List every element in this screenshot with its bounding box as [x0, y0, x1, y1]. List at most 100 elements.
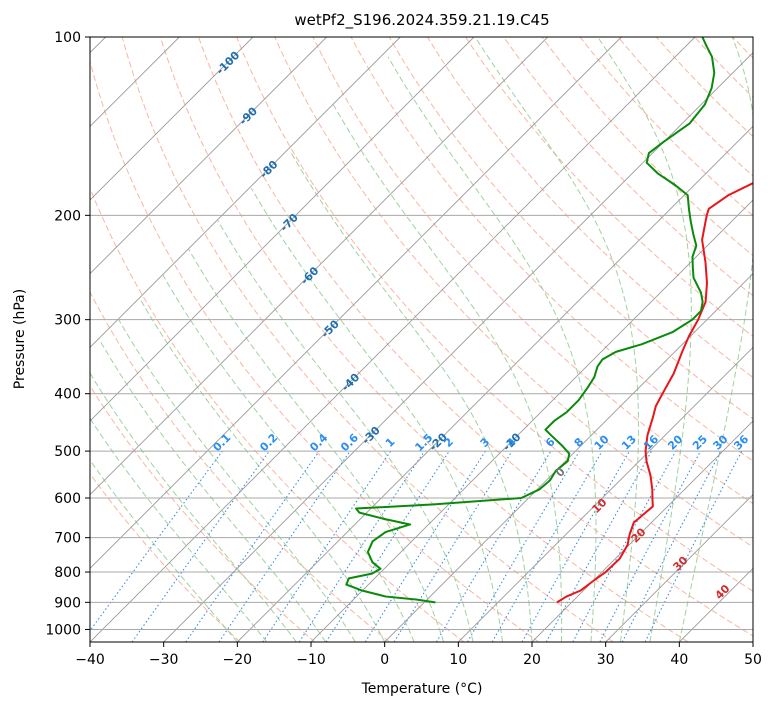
- isotherm-line: [679, 567, 753, 642]
- plot-frame: [89, 36, 754, 643]
- moist-adiabat-line: [250, 187, 504, 642]
- mixing-ratio-label: 10: [592, 432, 612, 452]
- isotherm-label: -30: [360, 424, 383, 447]
- moist-adiabat-line: [474, 37, 639, 642]
- moist-adiabat-label: 30: [671, 553, 691, 573]
- isotherm-line: [752, 641, 753, 642]
- dry-adiabat-line: [503, 37, 753, 297]
- isotherm-label: -90: [237, 104, 260, 127]
- isotherm-line: [90, 37, 622, 569]
- mixing-ratio-line: [467, 450, 580, 642]
- isotherm-line: [90, 37, 254, 201]
- mixing-ratio-label: 2: [441, 435, 456, 450]
- isotherm-line: [90, 37, 475, 422]
- x-tick-label: 20: [523, 652, 541, 668]
- isotherm-label: -100: [214, 48, 243, 77]
- isotherm-label: -60: [298, 264, 321, 287]
- dry-adiabat-line: [236, 37, 753, 592]
- moist-adiabat-line: [162, 274, 415, 642]
- mixing-ratio-line: [393, 450, 513, 642]
- sounding-series: [345, 37, 753, 604]
- x-tick-label: −30: [149, 652, 179, 668]
- moist-adiabat-label: 40: [713, 582, 733, 602]
- isotherm-line: [90, 37, 548, 496]
- isotherm-line: [237, 125, 753, 642]
- mixing-ratio-line: [545, 450, 653, 642]
- dry-adiabat-line: [771, 37, 775, 642]
- y-tick-label: 600: [54, 491, 81, 507]
- moist-adiabat-line: [387, 56, 597, 642]
- y-tick-label: 800: [54, 565, 81, 581]
- isotherm-line: [458, 346, 753, 642]
- moist-adiabat-line: [98, 339, 327, 642]
- chart-title: wetPf2_S196.2024.359.21.19.C45: [294, 11, 549, 30]
- y-tick-label: 700: [54, 531, 81, 547]
- y-axis-label: Pressure (hPa): [12, 289, 28, 389]
- mixing-ratio-label: 13: [619, 433, 639, 453]
- dry-adiabat-line: [465, 37, 753, 337]
- dry-adiabat-line: [312, 37, 753, 505]
- mixing-ratio-label: 8: [572, 435, 587, 450]
- isotherm-line: [605, 494, 753, 642]
- x-tick-label: 10: [449, 652, 467, 668]
- y-tick-label: 400: [54, 387, 81, 403]
- moist-adiabat-line: [188, 248, 445, 642]
- x-tick-label: 30: [597, 652, 615, 668]
- dry-adiabat-line: [121, 37, 614, 642]
- isotherm-line: [531, 420, 753, 642]
- moist-adiabat-line: [678, 37, 753, 642]
- y-tick-label: 900: [54, 595, 81, 611]
- x-tick-label: −40: [75, 652, 105, 668]
- mixing-ratio-label: 1: [383, 435, 398, 450]
- mixing-ratio-label: 36: [731, 432, 751, 452]
- y-tick-label: 200: [54, 208, 81, 224]
- dry-adiabat-line: [90, 384, 316, 642]
- moist-adiabat-line: [217, 220, 474, 642]
- y-tick-label: 1000: [45, 622, 81, 638]
- y-tick-label: 100: [54, 30, 81, 46]
- mixing-ratio-line: [218, 450, 351, 642]
- moist-adiabat-line: [289, 151, 533, 642]
- y-axis-ticks: 100 200 300 400 500 600 700 800 900 1000: [45, 30, 90, 638]
- x-axis-ticks: −40 −30 −20 −10 0 10 20 30 40 50: [75, 642, 762, 668]
- isotherm-line: [90, 37, 327, 275]
- mixing-ratio-line: [435, 450, 552, 642]
- mixing-ratio-line: [364, 450, 486, 642]
- moist-adiabat-line: [139, 297, 386, 642]
- y-tick-label: 300: [54, 313, 81, 329]
- moist-adiabat-line: [597, 37, 692, 642]
- dewpoint-profile-line: [345, 37, 716, 604]
- y-tick-label: 500: [54, 444, 81, 460]
- x-axis-label: Temperature (°C): [361, 681, 483, 697]
- mixing-ratio-lines: [90, 450, 743, 642]
- isotherm-line: [90, 37, 696, 642]
- isotherm-line: [90, 37, 401, 348]
- mixing-ratio-line: [90, 450, 223, 632]
- dry-adiabat-line: [732, 37, 753, 59]
- mixing-ratio-line: [521, 450, 630, 642]
- moist-adiabat-label: 10: [589, 496, 609, 516]
- temperature-profile-line: [556, 181, 753, 604]
- mixing-ratio-line: [185, 450, 320, 642]
- dry-adiabat-line: [90, 472, 241, 642]
- mixing-ratio-label: 6: [543, 435, 558, 450]
- dry-adiabat-line: [694, 37, 753, 98]
- dry-adiabat-line: [388, 37, 753, 420]
- moist-adiabat-line: [90, 459, 238, 642]
- mixing-ratio-label: 25: [690, 433, 710, 453]
- isotherm-label: -50: [319, 317, 342, 340]
- mixing-ratio-line: [298, 450, 425, 642]
- dry-adiabat-line: [159, 37, 689, 642]
- line-labels: -100-90-80-70-60-50-40-30 -20 -100.1 0.2 0.4…: [210, 48, 751, 602]
- isotherm-label: -80: [257, 158, 280, 181]
- dry-adiabat-line: [655, 37, 753, 138]
- x-tick-label: −10: [296, 652, 326, 668]
- moist-adiabat-line: [90, 417, 268, 642]
- x-tick-label: 0: [380, 652, 389, 668]
- mixing-ratio-label: 30: [711, 432, 731, 452]
- mixing-ratio-line: [644, 450, 743, 642]
- dry-adiabat-line: [90, 59, 540, 642]
- mixing-ratio-line: [131, 450, 270, 642]
- moist-adiabat-line: [332, 104, 563, 642]
